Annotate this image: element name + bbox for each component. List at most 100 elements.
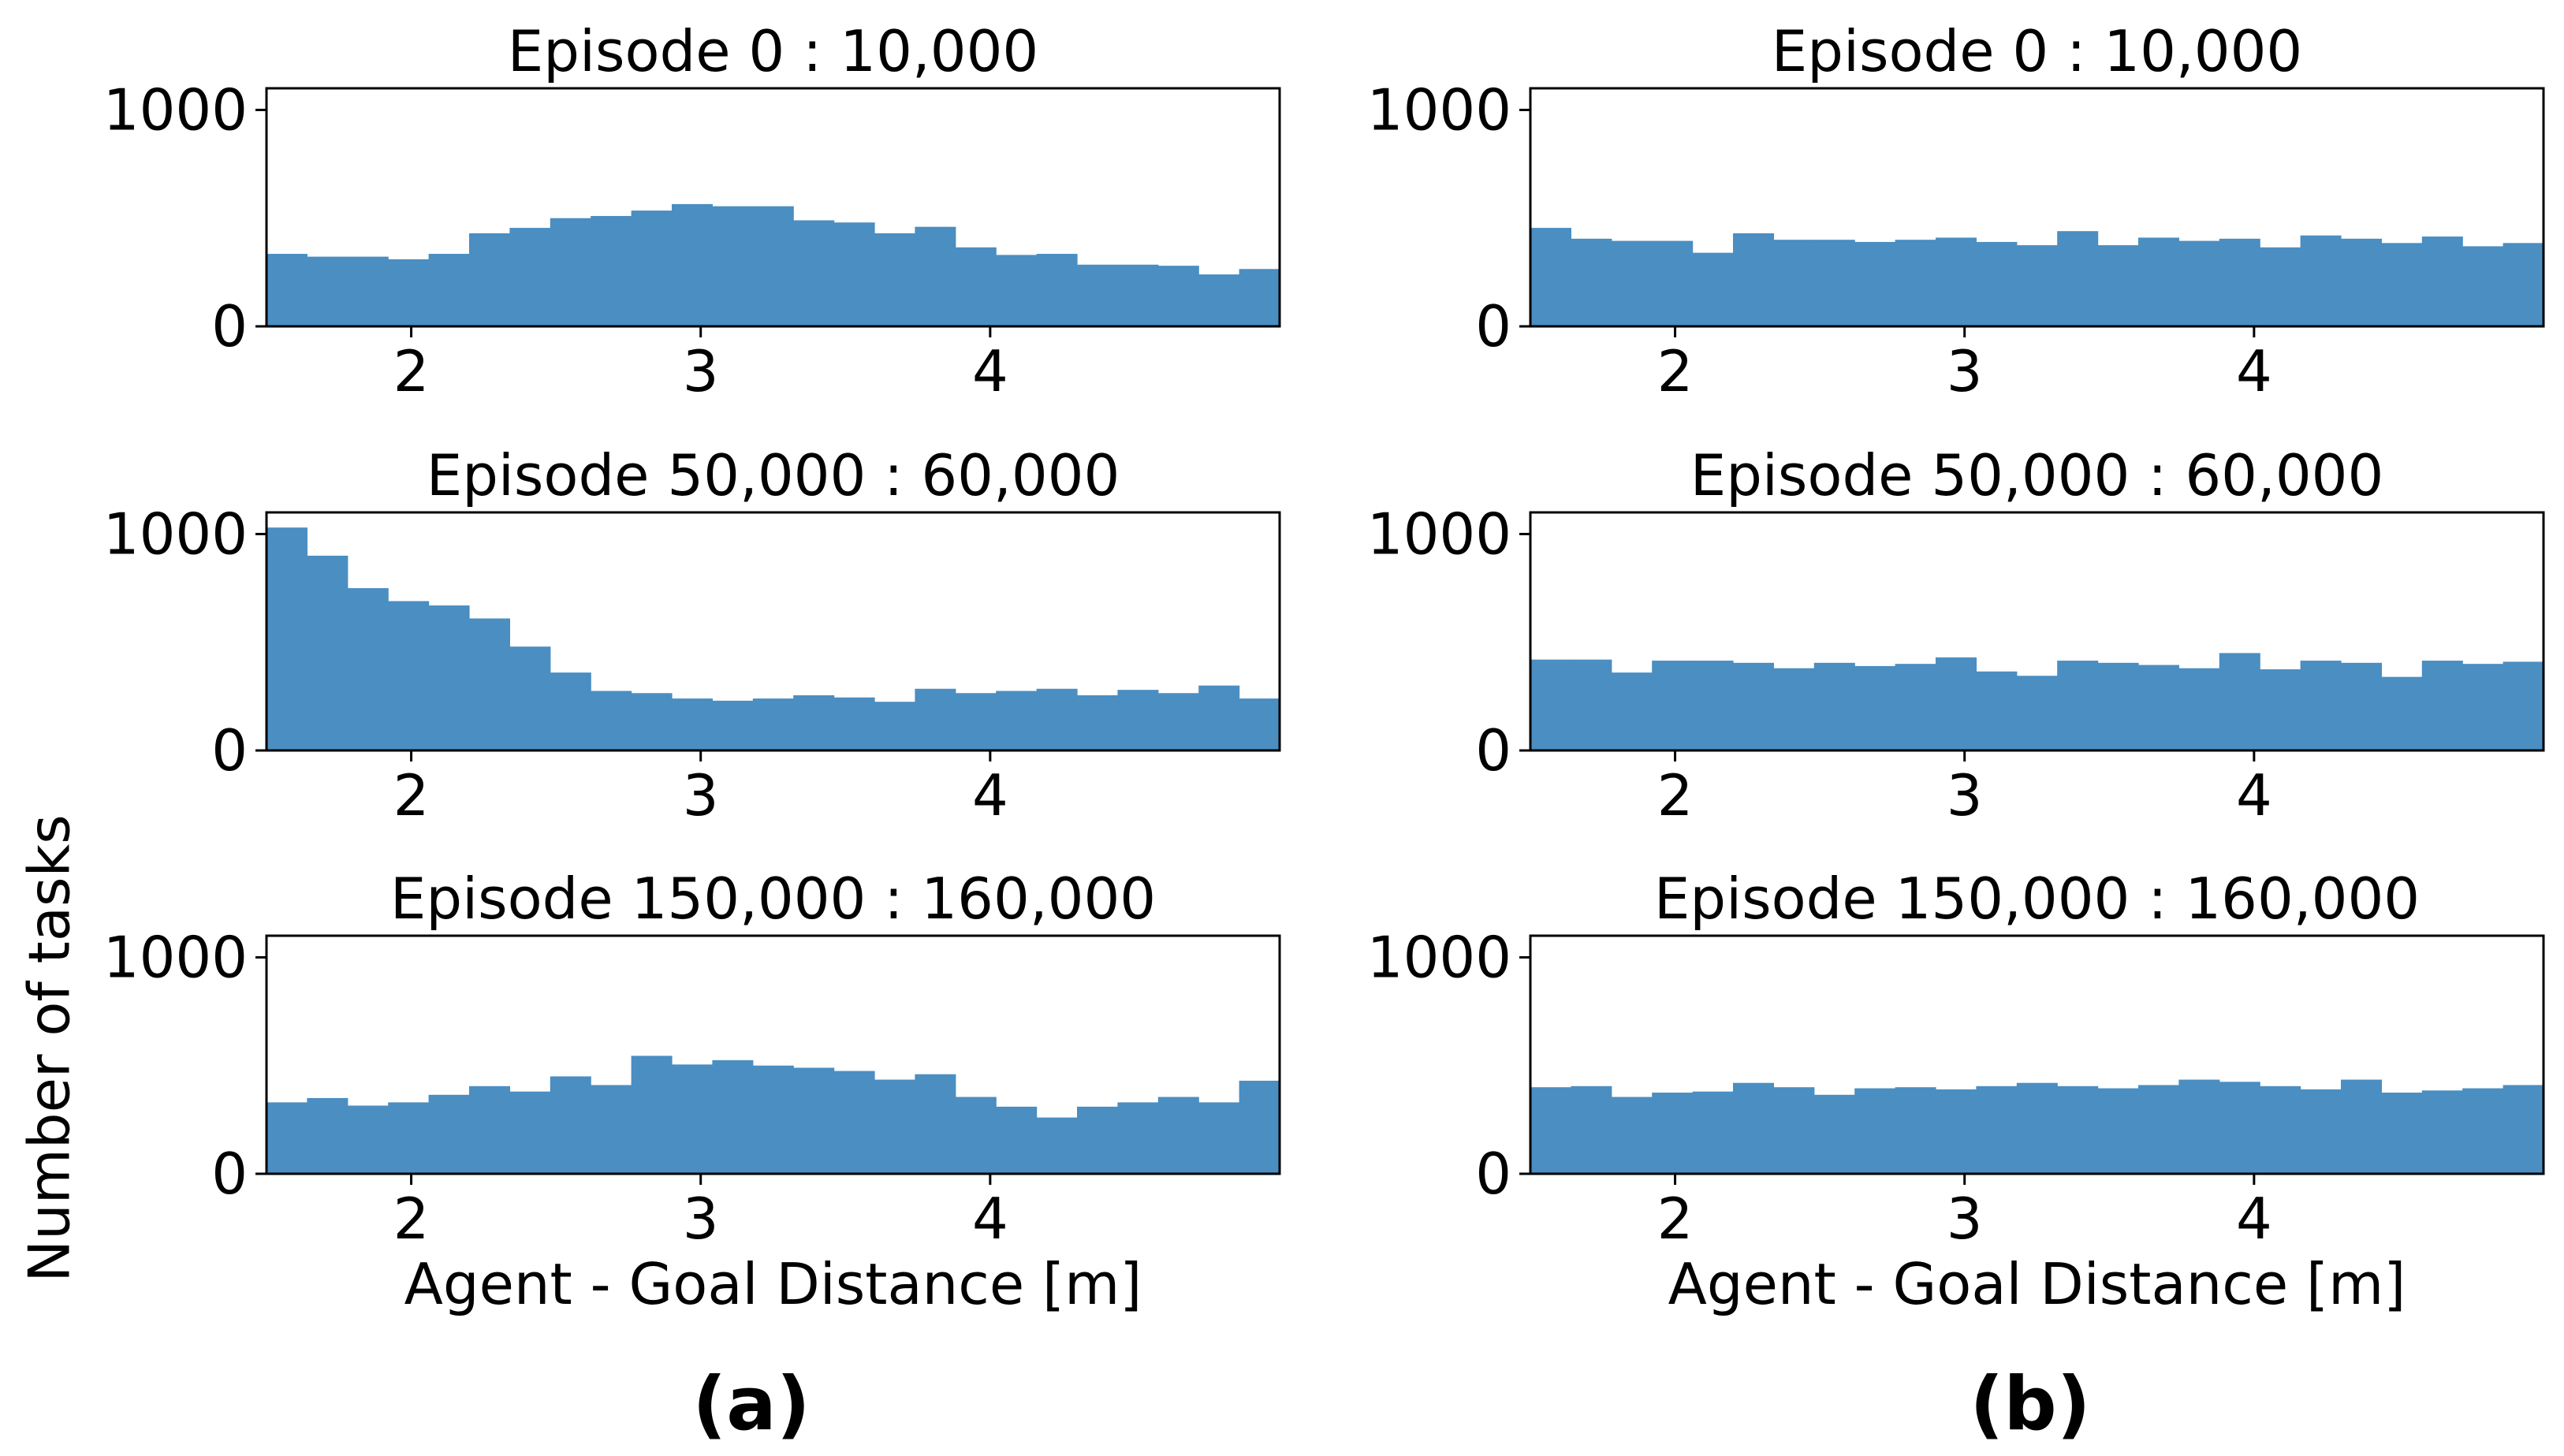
histogram-bar	[1936, 1089, 1977, 1174]
histogram-bar	[509, 1091, 551, 1174]
axes-frame	[1529, 511, 2545, 752]
histogram-bar	[1773, 1087, 1815, 1174]
histogram-bar	[1936, 657, 1977, 750]
histogram-bar	[672, 1064, 713, 1174]
histogram-bar	[2178, 1079, 2220, 1174]
histogram-bar	[712, 700, 754, 750]
histogram-bar	[1733, 1082, 1774, 1174]
histogram-bar	[1611, 1097, 1653, 1174]
histogram-bar	[2138, 237, 2179, 326]
y-tick-label: 1000	[103, 76, 248, 143]
histogram-bar	[1530, 1087, 1571, 1174]
histogram-bar	[2138, 665, 2179, 750]
histogram-bar	[2097, 245, 2139, 326]
histogram-bar	[2462, 246, 2504, 326]
y-tick-label: 1000	[103, 924, 248, 990]
histogram-bar	[307, 256, 348, 326]
histogram-bar	[469, 233, 510, 326]
histogram-bar	[1652, 661, 1694, 750]
histogram-bar	[2057, 661, 2099, 750]
histogram-bar	[307, 555, 348, 750]
axes-frame	[1529, 87, 2545, 328]
histogram-bar	[2421, 1090, 2463, 1174]
histogram-bar	[712, 206, 754, 326]
histogram-bar	[591, 691, 632, 750]
histogram-bar	[2381, 1093, 2423, 1174]
histogram-bar	[1571, 1085, 1612, 1174]
histogram-bar	[955, 1097, 997, 1174]
histogram-bar	[1895, 1087, 1936, 1174]
histogram-bar	[2503, 661, 2544, 750]
histogram-bar	[509, 646, 551, 750]
x-tick-label: 3	[683, 1186, 719, 1252]
histogram-bar	[2260, 1085, 2301, 1174]
histogram-bar	[1571, 659, 1612, 750]
histogram-bar	[1733, 662, 1774, 750]
histogram-bar	[1036, 1117, 1078, 1174]
histogram-bar	[915, 688, 956, 750]
histogram-bar	[347, 1105, 389, 1174]
histogram-bar	[1652, 1093, 1694, 1174]
panel-title: Episode 0 : 10,000	[508, 18, 1038, 84]
histogram-bar	[388, 601, 430, 750]
histogram-bar	[1077, 694, 1118, 750]
x-tick-label: 4	[972, 1186, 1008, 1252]
y-tick-label: 0	[1475, 1141, 1511, 1207]
histogram-bar	[1239, 1080, 1280, 1174]
y-tick-label: 0	[1475, 293, 1511, 359]
histogram-bar	[1530, 228, 1571, 326]
histogram-bar	[1036, 688, 1078, 750]
histogram-bar	[1117, 1102, 1159, 1174]
histogram-bar	[1157, 693, 1199, 750]
x-tick-label: 2	[393, 338, 430, 404]
histogram-panel-6: Episode 150,000 : 160,000 2 3 4 0 1000 Agent -…	[1367, 866, 2545, 1317]
histogram-bar	[1530, 659, 1571, 750]
x-tick-label: 3	[683, 338, 719, 404]
histogram-bar	[347, 256, 389, 326]
histogram-bar	[1895, 664, 1936, 750]
histogram-bar	[347, 588, 389, 750]
histogram-bar	[2097, 662, 2139, 750]
histogram-bar	[591, 1085, 632, 1174]
axes-frame	[265, 511, 1281, 752]
histogram-bar	[509, 228, 551, 326]
histogram-bar	[469, 618, 510, 750]
histogram-bar	[550, 218, 591, 326]
histogram-bar	[672, 203, 713, 326]
histogram-bar	[2057, 231, 2099, 326]
x-tick-label: 4	[972, 762, 1008, 829]
histogram-bar	[2381, 243, 2423, 326]
y-tick-label: 1000	[1367, 501, 1511, 567]
histogram-bar	[2462, 664, 2504, 750]
histogram-bar	[752, 698, 794, 750]
histogram-bar	[874, 1079, 915, 1174]
histogram-bar	[2219, 1082, 2260, 1174]
x-tick-label: 2	[393, 1186, 430, 1252]
histogram-bar	[2300, 1089, 2342, 1174]
histogram-bar	[2219, 653, 2260, 750]
histogram-bar	[388, 259, 430, 326]
histogram-bar	[996, 1106, 1038, 1174]
histogram-bar	[1571, 238, 1612, 326]
histogram-bar	[2503, 1085, 2544, 1174]
histogram-bar	[1692, 1091, 1734, 1174]
histogram-bar	[469, 1085, 510, 1174]
histogram-bar	[2016, 245, 2058, 326]
x-tick-label: 4	[2236, 1186, 2272, 1252]
histogram-panel-4: Episode 0 : 10,000 2 3 4 0 1000	[1367, 18, 2545, 404]
x-tick-label: 3	[1947, 762, 1983, 829]
histogram-bar	[631, 1056, 673, 1174]
histogram-bar	[266, 254, 307, 326]
histogram-bar	[2503, 243, 2544, 326]
histogram-bar	[1813, 662, 1855, 750]
histogram-bar	[1157, 266, 1199, 326]
histogram-bar	[1773, 240, 1815, 326]
histogram-bar	[1611, 240, 1653, 326]
x-tick-label: 2	[393, 762, 430, 829]
histogram-bar	[2138, 1085, 2179, 1174]
histogram-bar	[631, 693, 673, 750]
x-tick-label: 2	[1657, 338, 1694, 404]
histogram-panel-5: Episode 50,000 : 60,000 2 3 4 0 1000	[1367, 442, 2545, 829]
y-tick-label: 1000	[1367, 924, 1511, 990]
